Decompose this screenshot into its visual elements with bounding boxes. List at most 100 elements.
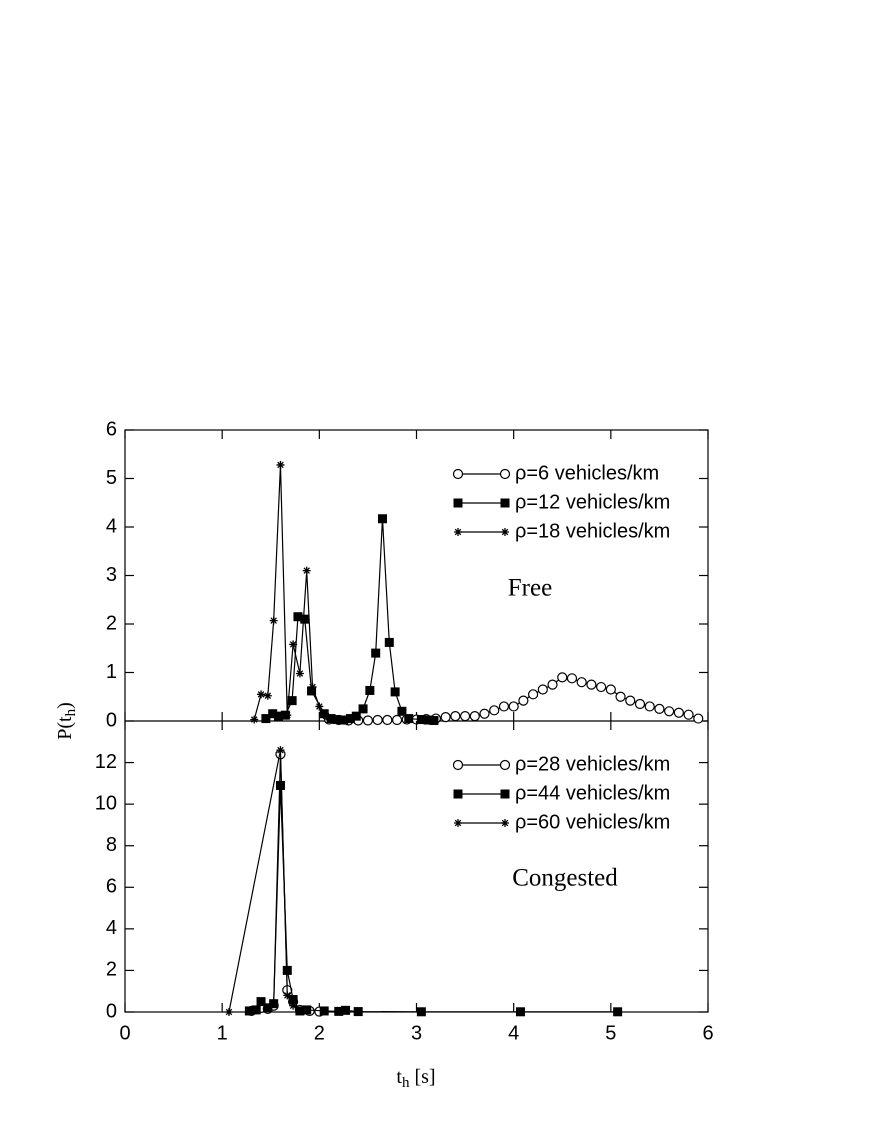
x-tick-label: 5	[605, 1022, 616, 1044]
point	[613, 1007, 623, 1017]
point	[327, 715, 336, 724]
point	[282, 965, 292, 975]
point	[287, 696, 297, 706]
point	[693, 713, 704, 724]
y-tick-label: 0	[106, 1000, 117, 1022]
point	[268, 709, 278, 719]
point	[390, 687, 400, 697]
legend-label: ρ=44 vehicles/km	[515, 782, 670, 804]
point	[508, 701, 519, 712]
point	[664, 706, 675, 717]
point	[634, 698, 646, 710]
y-tick-label: 2	[106, 959, 117, 981]
y-tick-label: 4	[106, 917, 117, 939]
x-axis-label: th [s]	[396, 1066, 435, 1092]
point	[302, 566, 311, 575]
point	[498, 701, 510, 712]
x-tick-label: 1	[217, 1022, 228, 1044]
point	[334, 1006, 344, 1016]
legend-label: ρ=12 vehicles/km	[515, 491, 670, 513]
point	[683, 709, 694, 720]
point	[275, 780, 285, 790]
point	[263, 691, 272, 700]
point	[515, 1007, 525, 1017]
point	[293, 612, 303, 622]
point	[489, 705, 500, 716]
y-tick-label: 6	[106, 876, 117, 898]
point	[315, 702, 324, 711]
point	[283, 991, 292, 1000]
y-tick-label: 12	[95, 751, 117, 773]
legend-label: ρ=28 vehicles/km	[515, 753, 670, 775]
point	[673, 707, 684, 718]
point	[345, 714, 355, 724]
point	[576, 677, 587, 688]
point	[276, 460, 285, 469]
y-axis-label-part: h	[63, 708, 79, 716]
legend-marker	[452, 468, 464, 480]
y-tick-label: 4	[106, 515, 117, 537]
point	[459, 711, 471, 722]
y-axis-label: P(th)	[54, 702, 80, 740]
point	[397, 706, 407, 716]
y-tick-label: 10	[95, 792, 117, 814]
point	[596, 681, 607, 693]
annotation: Congested	[512, 865, 618, 892]
y-tick-label: 1	[106, 661, 117, 683]
point	[224, 1008, 233, 1016]
y-tick-label: 8	[106, 834, 117, 856]
point	[605, 684, 616, 695]
point	[566, 673, 578, 684]
legend-marker	[452, 759, 464, 771]
point	[644, 701, 655, 712]
point	[308, 683, 317, 692]
legend-marker	[453, 789, 463, 799]
series-line	[265, 518, 435, 722]
legend-marker	[454, 819, 462, 827]
series-line	[253, 464, 339, 722]
point	[362, 715, 374, 726]
point	[371, 648, 381, 658]
point	[300, 614, 310, 624]
legend-marker	[501, 819, 509, 827]
legend-marker	[499, 468, 511, 480]
point	[391, 714, 403, 726]
point	[307, 686, 317, 696]
point	[450, 711, 461, 722]
point	[547, 679, 558, 690]
legend-marker	[501, 528, 509, 536]
point	[274, 711, 284, 721]
point	[384, 637, 394, 647]
point	[250, 715, 259, 724]
point	[339, 715, 349, 725]
point	[654, 703, 665, 714]
x-tick-label: 4	[508, 1022, 519, 1044]
point	[351, 711, 361, 721]
legend-label: ρ=18 vehicles/km	[515, 520, 670, 542]
series-line	[228, 749, 307, 1013]
point	[261, 714, 271, 724]
legend-marker	[453, 498, 463, 508]
point	[332, 715, 342, 725]
point	[557, 672, 568, 683]
point	[404, 714, 414, 724]
legend-marker	[500, 498, 510, 508]
point	[365, 685, 375, 695]
y-axis-label-part: P(t	[54, 716, 76, 740]
point	[469, 711, 480, 722]
y-tick-label: 6	[106, 418, 117, 440]
point	[358, 704, 368, 714]
point	[283, 711, 292, 720]
point	[263, 1003, 273, 1013]
point	[302, 1006, 311, 1015]
point	[257, 690, 266, 699]
legend-marker	[499, 759, 511, 771]
point	[416, 1007, 426, 1017]
point	[586, 679, 597, 690]
x-tick-label: 6	[702, 1022, 713, 1044]
point	[615, 691, 626, 702]
legend-label: ρ=6 vehicles/km	[515, 462, 659, 484]
point	[322, 712, 331, 721]
point	[289, 1001, 298, 1010]
